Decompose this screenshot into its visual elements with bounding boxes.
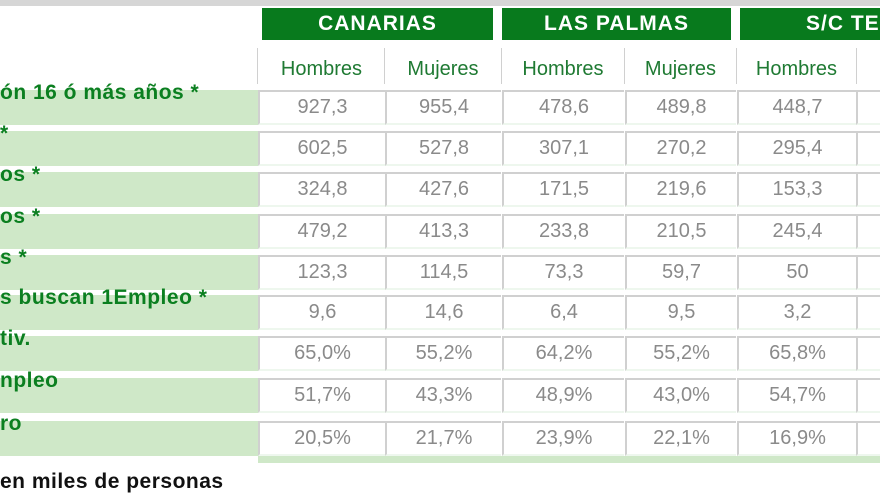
table-cell: 65,0% [258,336,385,371]
table-cell: 427,6 [385,172,501,207]
table-bottom-bar [258,456,880,463]
table-cell: 14,6 [385,295,501,330]
column-header-mujeres-las-palmas: Mujeres [644,58,717,80]
table-cell: 448,7 [737,90,856,125]
table-cell: 9,6 [258,295,385,330]
table-cell: 219,6 [625,172,736,207]
row-label-cell: os * [0,205,258,249]
footnote: en miles de personas [0,470,224,493]
table-cell: 413,3 [385,214,501,249]
table-cell: 48,9% [502,378,624,413]
table-cell: 307,1 [502,131,624,166]
table-cell: 54,7% [737,378,856,413]
table-cell: 65,8% [737,336,856,371]
row-label: ón 16 ó más años * [0,81,200,104]
row-label: * [0,122,9,145]
table-cell-clipped [856,131,880,166]
table-cell: 479,2 [258,214,385,249]
top-border [0,0,880,6]
row-label-cell: s buscan 1Empleo * [0,286,258,330]
column-separator [856,48,857,84]
region-header-las-palmas: LAS PALMAS [502,8,731,40]
table-cell: 324,8 [258,172,385,207]
region-header-sc-tenerife: S/C TE [740,8,880,40]
table-cell-clipped [856,336,880,371]
column-header-hombres-las-palmas: Hombres [522,58,604,80]
table-cell: 59,7 [625,255,736,290]
table-cell: 927,3 [258,90,385,125]
column-headers: Hombres Mujeres Hombres Mujeres Hombres [0,48,880,86]
row-label: s * [0,246,28,269]
column-separator [384,48,385,84]
table-row: * 602,5 527,8 307,1 270,2 295,4 [0,122,880,166]
table-cell: 114,5 [385,255,501,290]
table-cell: 43,0% [625,378,736,413]
row-label-cell: tiv. [0,327,258,371]
table-cell: 3,2 [737,295,856,330]
table-cell-clipped [856,172,880,207]
table-cell: 50 [737,255,856,290]
column-separator [736,48,737,84]
table-row: tiv. 65,0% 55,2% 64,2% 55,2% 65,8% [0,327,880,371]
row-label: os * [0,163,41,186]
column-header-mujeres-canarias: Mujeres [407,58,479,80]
table-cell: 43,3% [385,378,501,413]
row-label-cell: ón 16 ó más años * [0,81,258,125]
table-cell: 123,3 [258,255,385,290]
table-row: ón 16 ó más años * 927,3 955,4 478,6 489… [0,81,880,125]
table-cell-clipped [856,214,880,249]
table-cell: 233,8 [502,214,624,249]
table-cell: 21,7% [385,421,501,456]
row-label: tiv. [0,327,31,350]
region-header-canarias: CANARIAS [262,8,493,40]
table-row: s * 123,3 114,5 73,3 59,7 50 [0,246,880,290]
table-cell: 6,4 [502,295,624,330]
row-label: ro [0,412,22,435]
column-separator [257,48,258,84]
row-label: npleo [0,369,59,392]
row-label-cell: ro [0,412,258,456]
row-label: s buscan 1Empleo * [0,286,208,309]
table-cell: 55,2% [625,336,736,371]
table-cell: 9,5 [625,295,736,330]
table-cell: 23,9% [502,421,624,456]
table-cell: 210,5 [625,214,736,249]
row-label: os * [0,205,41,228]
table-cell: 171,5 [502,172,624,207]
table-cell: 64,2% [502,336,624,371]
table-cell: 153,3 [737,172,856,207]
table-cell-clipped [856,295,880,330]
table-cell-clipped [856,90,880,125]
table-row: os * 479,2 413,3 233,8 210,5 245,4 [0,205,880,249]
table-cell-clipped [856,255,880,290]
table-row: os * 324,8 427,6 171,5 219,6 153,3 [0,163,880,207]
table-cell: 295,4 [737,131,856,166]
table-cell: 527,8 [385,131,501,166]
table-cell: 51,7% [258,378,385,413]
row-label-cell: * [0,122,258,166]
table-cell-clipped [856,378,880,413]
row-label-cell: s * [0,246,258,290]
table-row: npleo 51,7% 43,3% 48,9% 43,0% 54,7% [0,369,880,413]
row-label-cell: npleo [0,369,258,413]
table-cell: 478,6 [502,90,624,125]
table-cell-clipped [856,421,880,456]
table-cell: 22,1% [625,421,736,456]
table-cell: 270,2 [625,131,736,166]
table-row: ro 20,5% 21,7% 23,9% 22,1% 16,9% [0,412,880,456]
table-row: s buscan 1Empleo * 9,6 14,6 6,4 9,5 3,2 [0,286,880,330]
column-separator [501,48,502,84]
column-separator [624,48,625,84]
column-header-hombres-sc-tenerife: Hombres [755,58,838,80]
table-cell: 245,4 [737,214,856,249]
row-label-cell: os * [0,163,258,207]
column-header-hombres-canarias: Hombres [280,58,363,80]
table-cell: 489,8 [625,90,736,125]
table-cell: 20,5% [258,421,385,456]
table-cell: 602,5 [258,131,385,166]
table-cell: 16,9% [737,421,856,456]
table-cell: 55,2% [385,336,501,371]
table-cell: 955,4 [385,90,501,125]
table-cell: 73,3 [502,255,624,290]
